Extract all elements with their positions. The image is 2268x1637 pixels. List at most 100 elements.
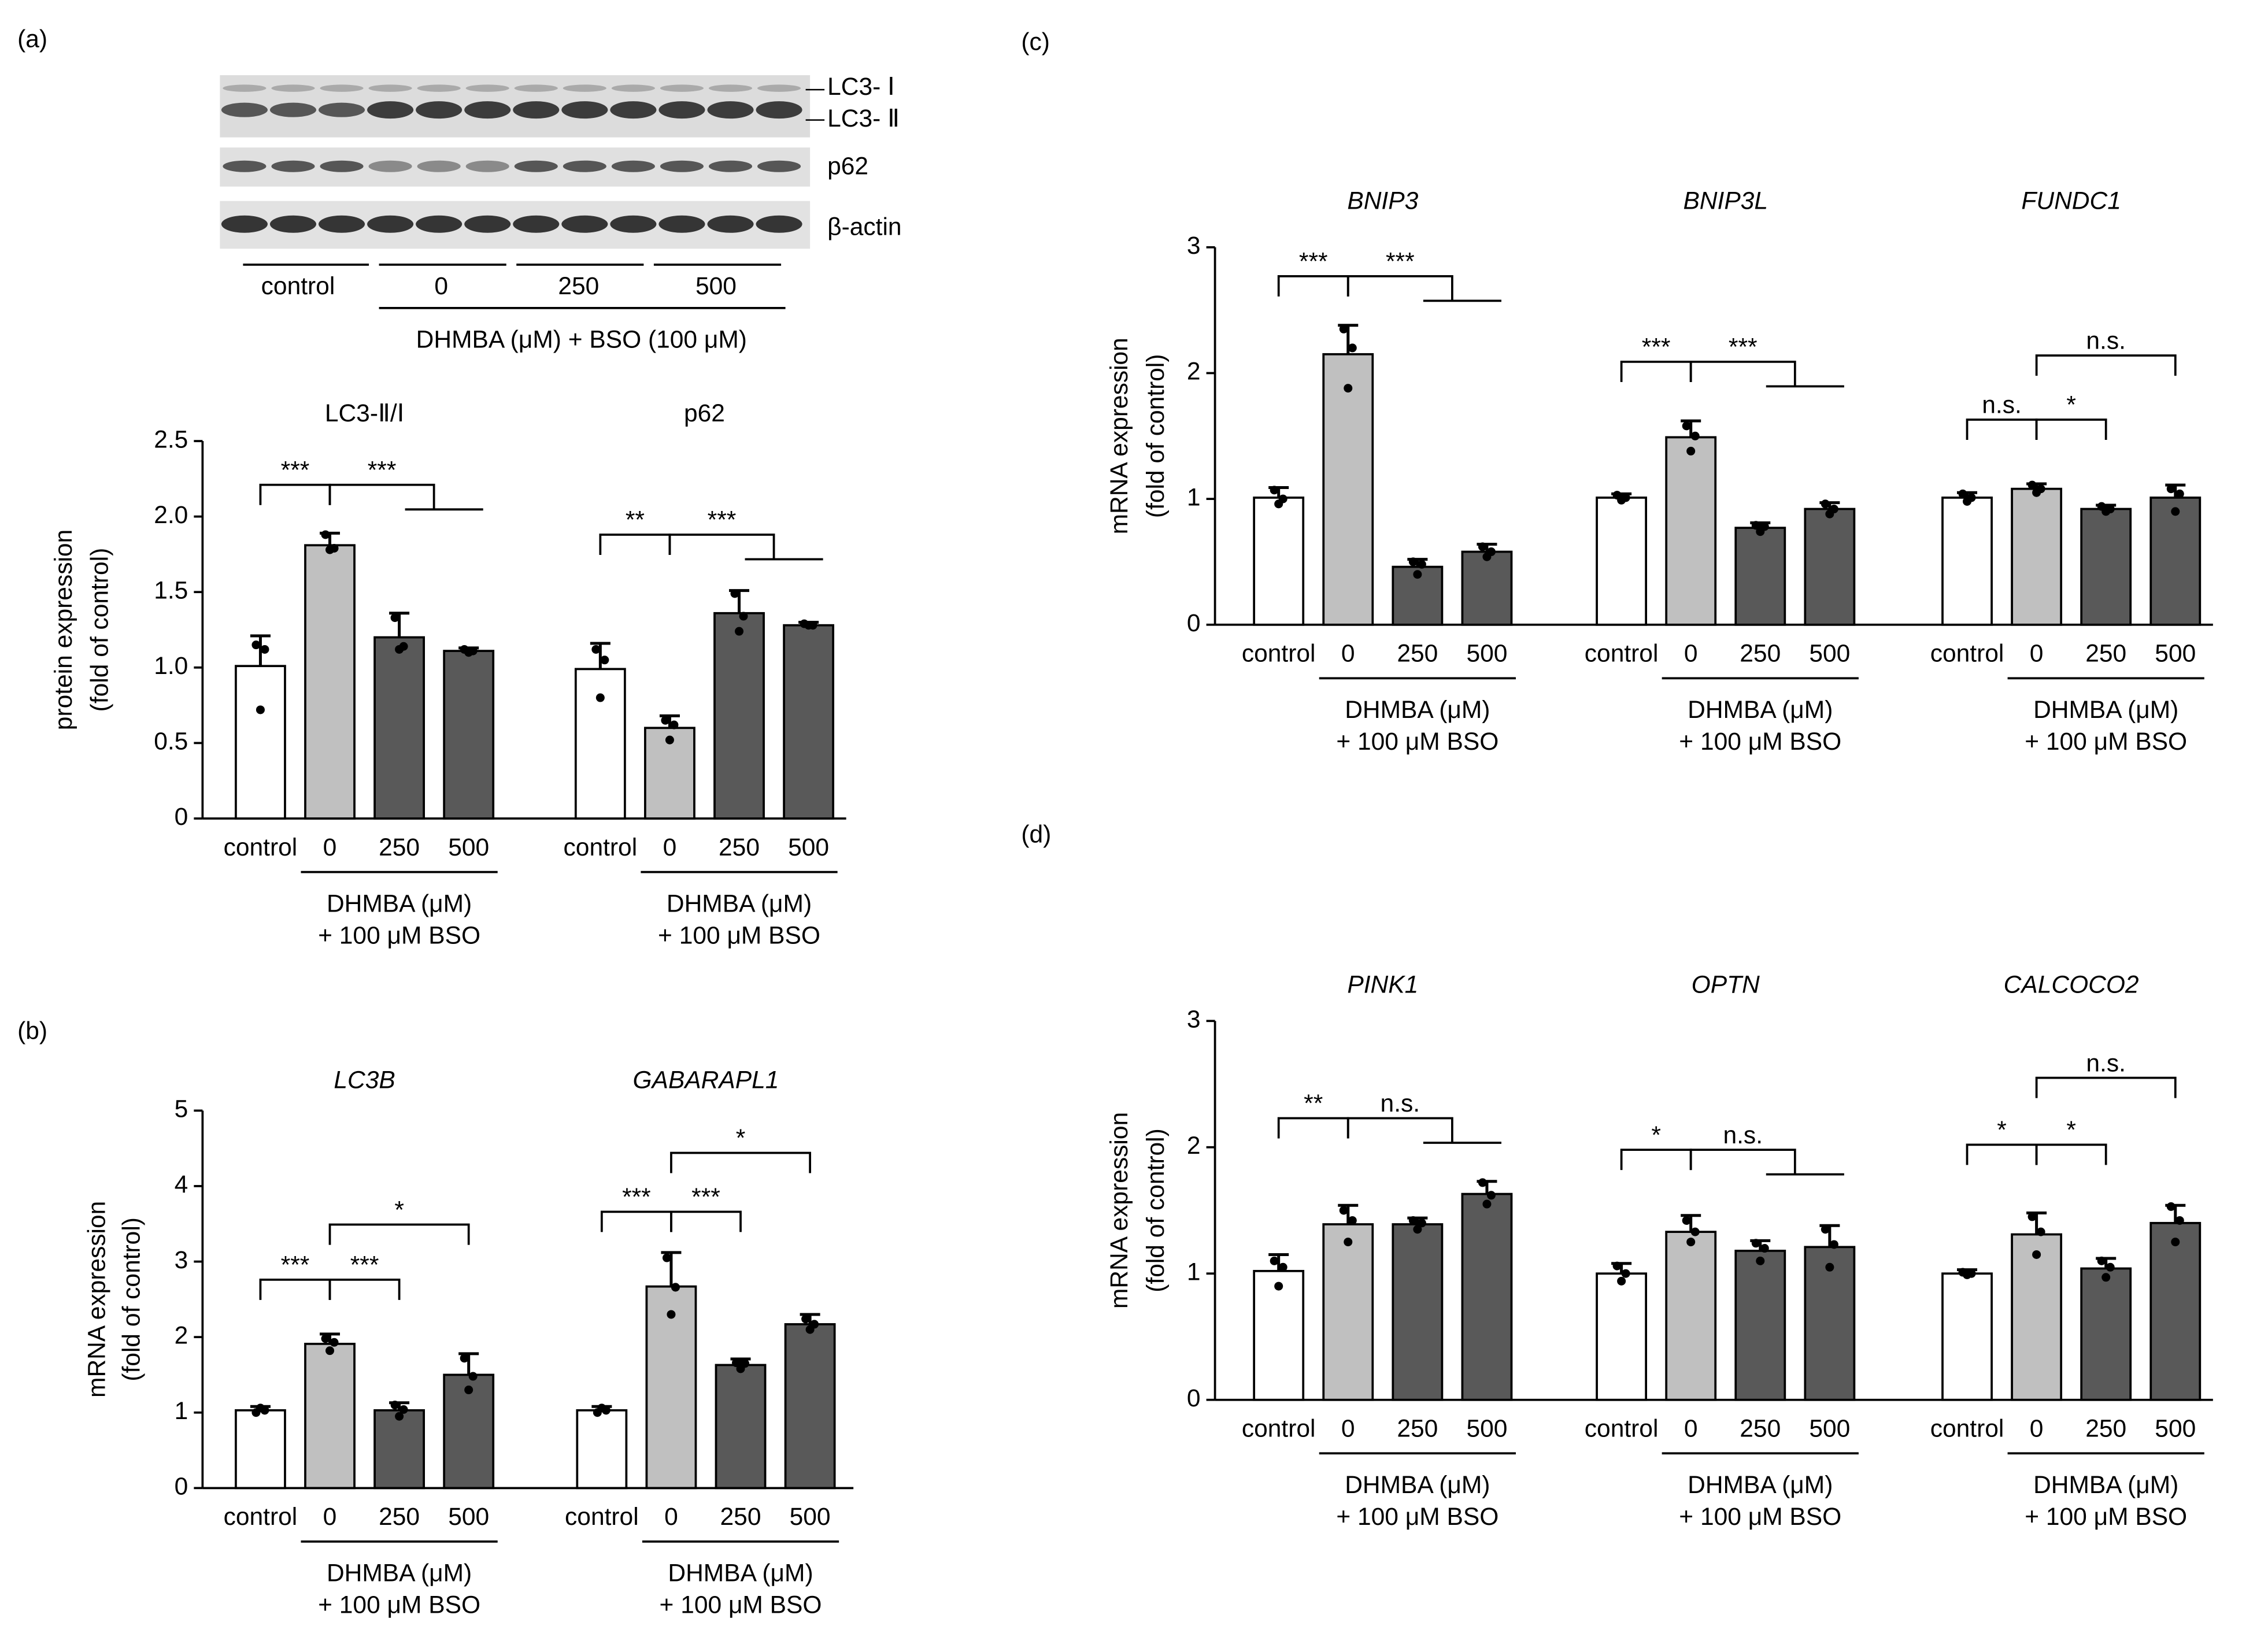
- data-point: [468, 1372, 478, 1381]
- band: [513, 101, 560, 119]
- treatment-label: + 100 μM BSO: [658, 921, 820, 949]
- data-point: [1829, 1240, 1838, 1249]
- bar: [1804, 508, 1856, 626]
- x-tick-label: 0: [323, 1503, 337, 1531]
- data-point: [739, 612, 748, 621]
- significance-label: ***: [368, 457, 397, 484]
- band: [269, 215, 317, 233]
- significance-label: ***: [281, 457, 310, 484]
- band: [368, 84, 412, 92]
- x-tick-label: 500: [1466, 1414, 1507, 1442]
- significance-bracket: [1689, 360, 1844, 388]
- significance-label: *: [1997, 1116, 2007, 1144]
- treatment-label: DHMBA (μM) + BSO (100 μM): [416, 326, 747, 354]
- band: [465, 84, 509, 92]
- bar: [645, 1285, 697, 1490]
- band: [464, 101, 511, 119]
- data-point: [2171, 1238, 2180, 1247]
- band: [416, 101, 463, 119]
- data-point: [1348, 343, 1357, 353]
- bar: [235, 1409, 286, 1490]
- data-point: [600, 655, 609, 665]
- data-point: [2027, 480, 2037, 490]
- y-tick-label: 2.0: [154, 501, 188, 529]
- band: [367, 101, 414, 119]
- band: [221, 215, 268, 233]
- band: [611, 84, 655, 92]
- x-tick-label: control: [1585, 640, 1659, 668]
- significance-bracket: [1689, 1149, 1844, 1176]
- x-tick-label: 0: [1341, 1414, 1355, 1442]
- bar: [1941, 497, 1993, 626]
- data-point: [390, 613, 399, 623]
- data-point: [1751, 1239, 1760, 1248]
- bar: [783, 624, 835, 820]
- treatment-label: + 100 μM BSO: [1336, 1503, 1499, 1531]
- significance-bracket: [2035, 1143, 2107, 1165]
- band: [658, 215, 705, 233]
- significance-label: *: [1651, 1121, 1661, 1149]
- group-title: FUNDC1: [2021, 187, 2121, 214]
- group-title: GABARAPL1: [633, 1066, 779, 1094]
- data-point: [2101, 1273, 2111, 1282]
- data-point: [468, 646, 478, 655]
- band: [610, 215, 657, 233]
- band-label: p62: [827, 152, 868, 180]
- x-tick-label: 500: [1809, 640, 1850, 668]
- data-point: [2036, 1227, 2045, 1236]
- treatment-label: DHMBA (μM): [667, 890, 812, 917]
- y-axis-label: (fold of control): [86, 548, 113, 712]
- y-tick-label: 0: [175, 1473, 188, 1501]
- y-tick-label: 4: [175, 1171, 188, 1198]
- data-point: [460, 1354, 469, 1363]
- y-tick-label: 0: [1187, 1384, 1201, 1412]
- significance-label: n.s.: [2086, 327, 2126, 355]
- data-point: [801, 1314, 811, 1324]
- x-tick-label: 0: [663, 834, 677, 861]
- data-point: [1344, 384, 1353, 393]
- group-title: BNIP3: [1347, 187, 1418, 214]
- band: [563, 160, 606, 172]
- data-point: [1686, 446, 1696, 455]
- significance-label: *: [2066, 391, 2076, 419]
- band: [707, 215, 754, 233]
- y-axis-label: (fold of control): [1142, 354, 1170, 518]
- data-point: [390, 1401, 399, 1410]
- bar: [1392, 1223, 1444, 1401]
- data-point: [260, 645, 269, 654]
- data-point: [2166, 484, 2175, 494]
- significance-bracket: [328, 483, 483, 511]
- data-point: [464, 1386, 473, 1395]
- data-point: [808, 621, 817, 630]
- x-tick-label: control: [1930, 1414, 2004, 1442]
- band: [514, 84, 558, 92]
- band: [610, 101, 657, 119]
- band: [416, 215, 463, 233]
- significance-label: n.s.: [1381, 1090, 1420, 1117]
- bar: [304, 544, 356, 820]
- band: [561, 101, 608, 119]
- bar: [576, 1409, 628, 1490]
- y-axis-label: mRNA expression: [1105, 338, 1133, 534]
- x-tick-label: control: [564, 834, 638, 861]
- band: [319, 102, 365, 117]
- data-point: [1417, 560, 1426, 569]
- y-axis-label: (fold of control): [118, 1217, 146, 1382]
- data-point: [1967, 1269, 1976, 1278]
- significance-bracket: [259, 1279, 331, 1300]
- band: [221, 102, 268, 117]
- significance-bracket: [600, 1210, 672, 1232]
- data-point: [325, 1346, 335, 1355]
- y-tick-label: 0: [175, 803, 188, 831]
- band: [514, 160, 558, 172]
- significance-label: **: [626, 506, 645, 534]
- x-tick-label: control: [1242, 1414, 1316, 1442]
- y-tick-label: 3: [1187, 232, 1201, 260]
- significance-bracket: [259, 483, 331, 505]
- group-title: OPTN: [1692, 971, 1760, 998]
- x-tick-label: 0: [1684, 1414, 1698, 1442]
- significance-label: ***: [1729, 334, 1758, 361]
- bar: [443, 650, 495, 820]
